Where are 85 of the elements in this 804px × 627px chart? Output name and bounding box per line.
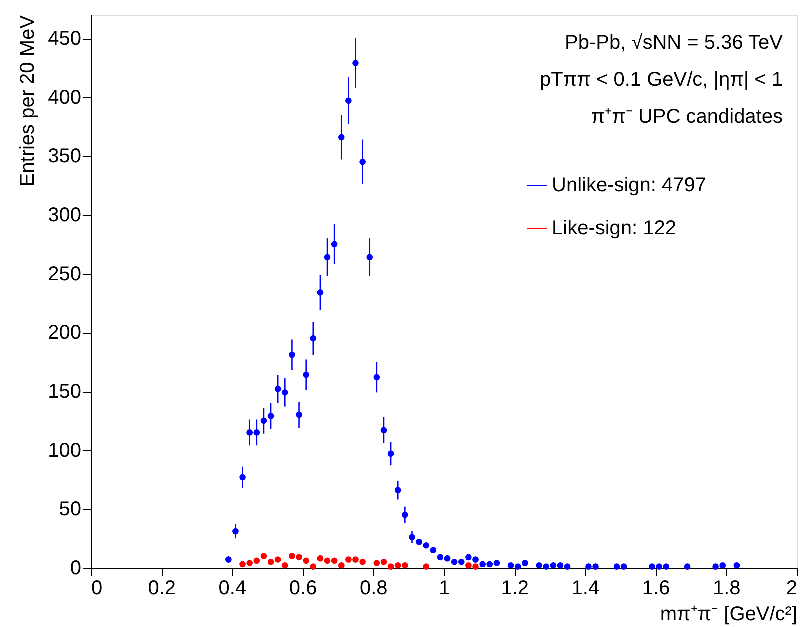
point	[331, 558, 338, 564]
point	[360, 558, 366, 566]
x-axis-title: mπ⁺π⁻ [GeV/c²]	[660, 604, 798, 626]
point	[274, 556, 282, 563]
y-tick-label: 150	[48, 381, 82, 404]
y-axis-title: Entries per 20 MeV	[17, 14, 40, 187]
annotation: π⁺π⁻ UPC candidates	[591, 106, 783, 128]
point	[586, 564, 592, 570]
point	[649, 564, 656, 570]
x-tick-label: 0.6	[289, 578, 318, 600]
point	[514, 564, 522, 570]
point	[614, 564, 620, 570]
point	[536, 562, 542, 569]
point	[346, 556, 352, 563]
point	[620, 564, 628, 570]
point	[430, 547, 437, 554]
point	[508, 562, 514, 569]
point	[303, 558, 310, 564]
point	[656, 564, 662, 570]
point	[317, 555, 324, 562]
y-tick-label: 450	[48, 28, 82, 50]
y-tick-label: 400	[48, 86, 82, 109]
point	[310, 564, 317, 570]
point	[437, 554, 444, 561]
point	[543, 564, 550, 570]
point	[282, 562, 288, 569]
y-tick-label: 100	[48, 440, 82, 462]
x-tick-label: 0.2	[148, 578, 176, 600]
point	[402, 562, 408, 569]
point	[720, 562, 726, 569]
point	[480, 561, 486, 568]
legend-label: Unlike-sign: 4797	[552, 174, 707, 196]
point	[592, 564, 599, 570]
x-tick-label: 0.4	[218, 578, 247, 600]
point	[712, 564, 719, 570]
x-tick-label: 1.4	[572, 578, 600, 600]
point	[289, 553, 296, 560]
point	[663, 564, 670, 570]
point	[684, 564, 691, 570]
point	[557, 562, 564, 569]
x-tick-label: 0	[92, 578, 103, 600]
annotation: pTππ < 0.1 GeV/c, |ηπ| < 1	[540, 69, 783, 91]
y-tick-label: 50	[59, 498, 82, 521]
point	[466, 562, 472, 569]
point	[268, 558, 274, 566]
point	[486, 561, 494, 568]
x-tick-label: 2	[786, 578, 798, 600]
point	[416, 538, 422, 546]
point	[380, 558, 388, 566]
point	[522, 560, 528, 566]
annotation: Pb-Pb, √sNN = 5.36 TeV	[565, 32, 784, 54]
y-tick-label: 300	[48, 204, 82, 227]
point	[466, 554, 472, 561]
point	[394, 562, 402, 569]
point	[324, 558, 331, 564]
point	[472, 564, 479, 570]
legend-label: Like-sign: 122	[552, 218, 677, 240]
x-tick-label: 1.6	[642, 578, 670, 600]
point	[564, 564, 571, 570]
point	[240, 561, 246, 568]
point	[338, 562, 345, 569]
point	[374, 560, 380, 566]
point	[550, 562, 557, 569]
point	[246, 560, 254, 566]
point	[254, 558, 260, 564]
x-tick-label: 0.8	[360, 578, 388, 600]
point	[734, 562, 740, 569]
x-tick-label: 1.8	[712, 578, 741, 600]
x-tick-label: 1	[438, 578, 450, 600]
y-tick-label: 250	[48, 263, 82, 286]
y-tick-label: 0	[70, 558, 82, 580]
y-tick-label: 350	[48, 146, 82, 168]
point	[423, 564, 430, 570]
point	[296, 554, 302, 561]
point	[260, 553, 268, 560]
point	[472, 556, 479, 563]
point	[444, 555, 451, 562]
point	[423, 542, 430, 549]
point	[352, 556, 359, 563]
x-tick-label: 1.2	[501, 578, 530, 600]
point	[494, 560, 500, 566]
point	[388, 564, 394, 570]
point	[458, 558, 465, 566]
y-tick-label: 200	[48, 322, 82, 344]
point	[451, 558, 458, 566]
